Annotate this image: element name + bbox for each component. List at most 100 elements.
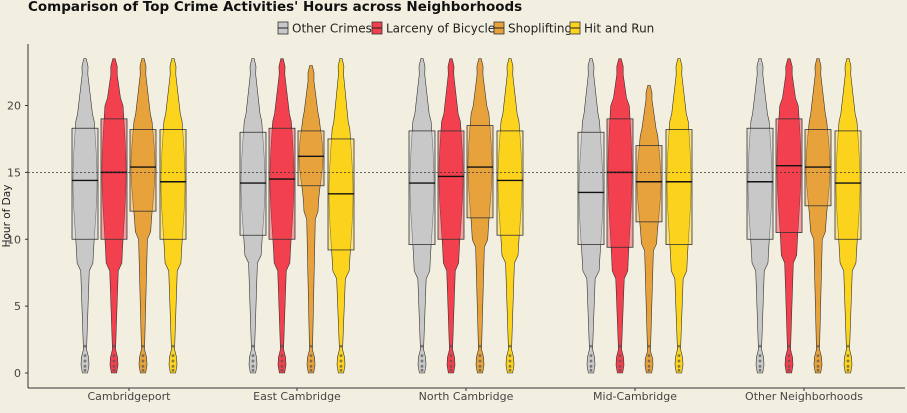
outlier-point [508, 344, 512, 348]
outlier-point [280, 359, 284, 363]
violin [835, 58, 861, 374]
violin [467, 58, 493, 374]
y-axis-ticks: 0 5 10 15 20 [7, 100, 28, 380]
outlier-point [141, 368, 145, 372]
outlier-point [171, 344, 175, 348]
outlier-point [787, 368, 791, 372]
outlier-point [171, 368, 175, 372]
box [437, 130, 465, 240]
outlier-point [677, 354, 681, 358]
neighborhood-group [239, 58, 355, 374]
box [834, 130, 862, 240]
violin [578, 58, 604, 374]
outlier-point [647, 368, 651, 372]
outlier-point [112, 364, 116, 368]
x-axis-ticks: Cambridgeport East Cambridge North Cambrid… [88, 388, 863, 403]
outlier-point [309, 354, 313, 358]
violin [497, 58, 523, 374]
legend-label: Larceny of Bicycle [386, 22, 495, 36]
outlier-point [171, 364, 175, 368]
outlier-point [816, 354, 820, 358]
violin [409, 58, 435, 374]
outlier-point [816, 359, 820, 363]
legend-label: Other Crimes [292, 22, 372, 36]
outlier-point [787, 364, 791, 368]
outlier-point [677, 359, 681, 363]
plot-marks [71, 58, 862, 374]
outlier-point [508, 354, 512, 358]
outlier-point [589, 368, 593, 372]
outlier-point [846, 364, 850, 368]
outlier-point [112, 359, 116, 363]
outlier-point [816, 368, 820, 372]
violin [666, 58, 692, 374]
violin [747, 58, 773, 374]
outlier-point [280, 344, 284, 348]
box [665, 129, 693, 245]
outlier-point [420, 364, 424, 368]
x-tick-label: Mid-Cambridge [593, 390, 677, 403]
x-tick-label: Other Neighborhoods [745, 390, 863, 403]
outlier-point [758, 368, 762, 372]
outlier-point [846, 359, 850, 363]
outlier-point [309, 368, 313, 372]
outlier-point [420, 368, 424, 372]
outlier-point [449, 364, 453, 368]
outlier-point [339, 344, 343, 348]
violin [298, 65, 324, 374]
outlier-point [508, 359, 512, 363]
outlier-point [449, 359, 453, 363]
violin [636, 85, 662, 374]
legend-label: Shoplifting [508, 22, 572, 36]
outlier-point [420, 359, 424, 363]
violin [240, 58, 266, 374]
outlier-point [339, 354, 343, 358]
legend: Other Crimes Larceny of Bicycle Shopliftin… [277, 22, 654, 36]
box [159, 129, 187, 240]
box [746, 127, 774, 240]
outlier-point [618, 359, 622, 363]
outlier-point [420, 344, 424, 348]
outlier-point [478, 364, 482, 368]
outlier-point [449, 368, 453, 372]
neighborhood-group [746, 58, 862, 374]
outlier-point [647, 359, 651, 363]
outlier-point [83, 364, 87, 368]
outlier-point [618, 354, 622, 358]
outlier-point [309, 344, 313, 348]
outlier-point [647, 354, 651, 358]
outlier-point [280, 364, 284, 368]
outlier-point [83, 354, 87, 358]
outlier-point [171, 359, 175, 363]
outlier-point [478, 359, 482, 363]
outlier-point [112, 344, 116, 348]
outlier-point [478, 344, 482, 348]
legend-item: Shoplifting [493, 22, 572, 36]
outlier-point [589, 364, 593, 368]
outlier-point [478, 354, 482, 358]
violin [776, 58, 802, 374]
x-tick-label: East Cambridge [253, 390, 341, 403]
chart-title: Comparison of Top Crime Activities' Hour… [28, 0, 522, 15]
legend-item: Other Crimes [277, 22, 372, 36]
outlier-point [589, 359, 593, 363]
outlier-point [83, 344, 87, 348]
outlier-point [339, 368, 343, 372]
outlier-point [112, 368, 116, 372]
outlier-point [677, 368, 681, 372]
outlier-point [251, 344, 255, 348]
outlier-point [280, 368, 284, 372]
outlier-point [420, 354, 424, 358]
x-tick-label: Cambridgeport [88, 390, 172, 403]
outlier-point [787, 354, 791, 358]
violin [328, 58, 354, 374]
outlier-point [449, 344, 453, 348]
outlier-point [171, 354, 175, 358]
neighborhood-group [71, 58, 187, 374]
outlier-point [141, 344, 145, 348]
outlier-point [251, 368, 255, 372]
violin [101, 58, 127, 374]
outlier-point [83, 368, 87, 372]
x-tick-label: North Cambridge [419, 390, 514, 403]
y-tick-label: 0 [14, 367, 21, 380]
